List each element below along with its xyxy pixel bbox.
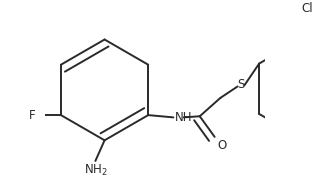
Text: NH$_2$: NH$_2$ [83, 163, 107, 178]
Text: F: F [29, 109, 36, 122]
Text: Cl: Cl [302, 3, 313, 15]
Text: NH: NH [175, 111, 192, 124]
Text: O: O [217, 139, 226, 152]
Text: S: S [237, 78, 245, 91]
